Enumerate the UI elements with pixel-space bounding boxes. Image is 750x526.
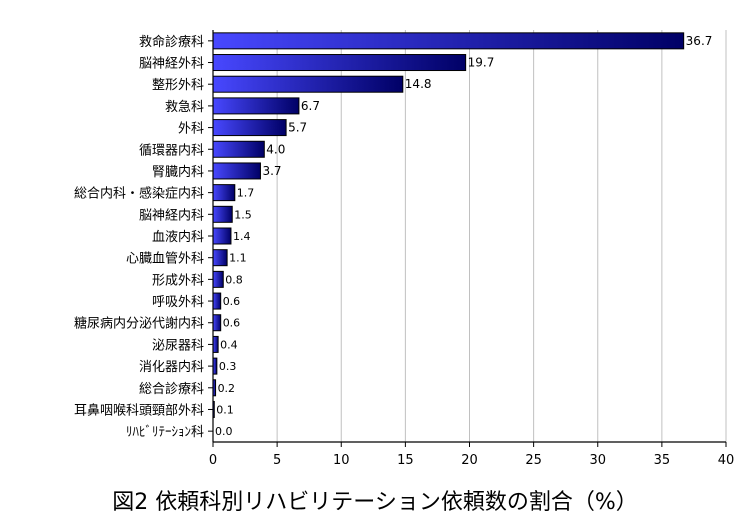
- x-tick-label: 35: [654, 453, 671, 468]
- bar: [212, 184, 236, 202]
- category-label: 脳神経内科: [139, 207, 204, 223]
- x-tick-label: 5: [273, 453, 281, 468]
- category-label: 消化器内科: [139, 359, 204, 375]
- category-label: 呼吸外科: [152, 295, 204, 310]
- category-label: 総合診療科: [139, 381, 204, 397]
- category-label: 形成外科: [152, 273, 204, 288]
- category-label: 循環器内科: [139, 142, 204, 158]
- bar: [212, 75, 404, 93]
- value-label: 0.6: [223, 295, 241, 308]
- axes: 救命診療科脳神経外科整形外科救急科外科循環器内科腎臓内科総合内科・感染症内科脳神…: [74, 30, 734, 468]
- bar: [212, 205, 233, 223]
- figure-caption: 図2 依頼科別リハビリテーション依頼数の割合（%）: [112, 490, 638, 515]
- bar: [212, 32, 685, 50]
- value-label: 14.8: [405, 77, 432, 91]
- bar: [212, 97, 300, 115]
- bar: [212, 292, 222, 310]
- category-label: 総合内科・感染症内科: [74, 186, 204, 202]
- value-label: 1.4: [233, 230, 251, 243]
- x-tick-label: 20: [461, 453, 478, 468]
- category-label: 血液内科: [152, 229, 204, 245]
- bar-chart: 36.7 19.7 14.8 6.7 5.74.0 3.7 1.7 1.5 1.4 1.1 0.8 0…: [74, 30, 734, 468]
- bar: [212, 249, 228, 267]
- x-tick-label: 0: [209, 453, 217, 468]
- grid-lines: [276, 30, 727, 442]
- bar: [212, 270, 224, 288]
- category-label: 救急科: [165, 99, 204, 115]
- category-label: 救命診療科: [139, 34, 204, 50]
- bar: [212, 119, 287, 137]
- value-label: 1.5: [234, 208, 252, 221]
- category-label: 糖尿病内分泌代謝内科: [74, 316, 204, 332]
- value-label: 3.7: [262, 164, 281, 178]
- category-label: 耳鼻咽喉科頭頸部外科: [74, 402, 204, 418]
- bars: 36.7 19.7 14.8 6.7 5.74.0 3.7 1.7 1.5 1.4 1.1 0.8 0…: [212, 32, 713, 438]
- bar: [212, 335, 219, 353]
- value-label: 0.4: [220, 338, 238, 351]
- category-label: 腎臓内科: [152, 164, 204, 180]
- bar: [212, 314, 222, 332]
- category-label: ﾘﾊﾋﾞﾘﾃｰｼｮﾝ科: [126, 425, 204, 440]
- value-label: 5.7: [288, 121, 307, 135]
- category-label: 整形外科: [152, 78, 204, 93]
- value-label: 0.6: [223, 317, 241, 330]
- x-tick-label: 15: [397, 453, 414, 468]
- value-label: 0.1: [216, 403, 234, 416]
- category-label: 脳神経外科: [139, 57, 204, 72]
- value-label: 0.0: [215, 425, 233, 438]
- category-label: 心臓血管外科: [126, 252, 204, 267]
- x-tick-label: 25: [525, 453, 542, 468]
- value-label: 19.7: [468, 56, 495, 70]
- value-label: 4.0: [266, 142, 285, 156]
- bar: [212, 227, 232, 245]
- category-label: 泌尿器科: [152, 338, 204, 353]
- bar: [212, 162, 261, 180]
- x-tick-label: 40: [718, 453, 735, 468]
- x-tick-label: 30: [589, 453, 606, 468]
- value-label: 6.7: [301, 99, 320, 113]
- value-label: 1.1: [229, 252, 247, 265]
- value-label: 0.3: [219, 360, 237, 373]
- value-label: 0.2: [218, 382, 236, 395]
- value-label: 0.8: [225, 273, 243, 286]
- bar: [212, 54, 467, 72]
- value-label: 1.7: [237, 187, 255, 200]
- category-label: 外科: [178, 122, 204, 137]
- x-tick-label: 10: [333, 453, 350, 468]
- bar: [212, 140, 265, 158]
- value-label: 36.7: [686, 34, 713, 48]
